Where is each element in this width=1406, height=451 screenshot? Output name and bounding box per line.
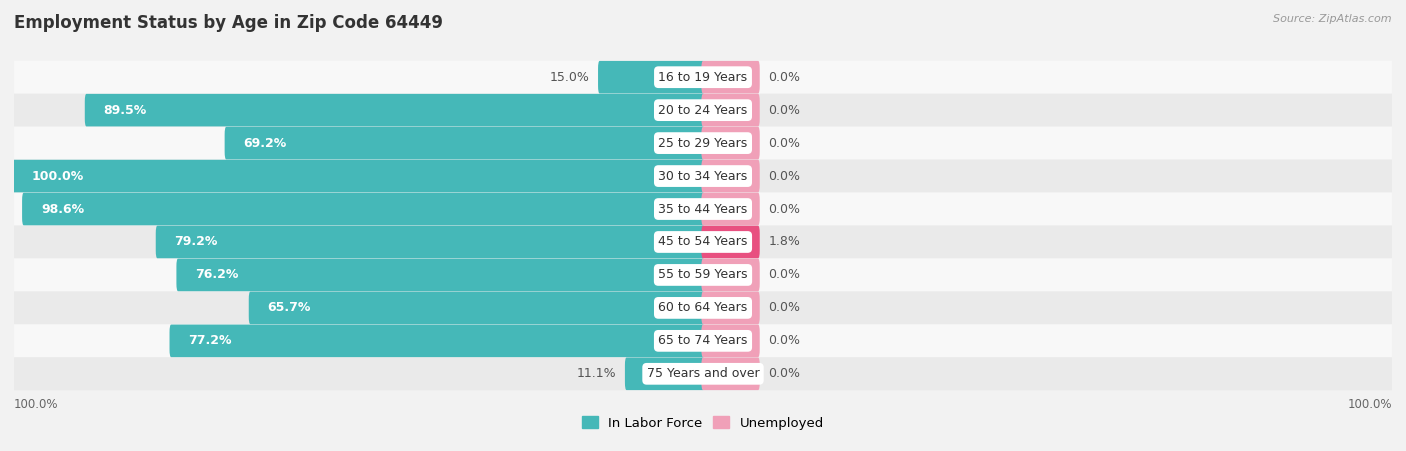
FancyBboxPatch shape [702, 292, 759, 324]
Text: Source: ZipAtlas.com: Source: ZipAtlas.com [1274, 14, 1392, 23]
Text: 35 to 44 Years: 35 to 44 Years [658, 202, 748, 216]
Text: 55 to 59 Years: 55 to 59 Years [658, 268, 748, 281]
FancyBboxPatch shape [14, 357, 1392, 390]
FancyBboxPatch shape [13, 160, 704, 192]
Text: 65 to 74 Years: 65 to 74 Years [658, 334, 748, 347]
FancyBboxPatch shape [14, 94, 1392, 127]
FancyBboxPatch shape [170, 325, 704, 357]
FancyBboxPatch shape [702, 358, 759, 390]
FancyBboxPatch shape [702, 61, 759, 93]
Text: 100.0%: 100.0% [1347, 397, 1392, 410]
Text: 75 Years and over: 75 Years and over [647, 367, 759, 380]
Text: 60 to 64 Years: 60 to 64 Years [658, 301, 748, 314]
Text: 25 to 29 Years: 25 to 29 Years [658, 137, 748, 150]
FancyBboxPatch shape [702, 226, 759, 258]
FancyBboxPatch shape [702, 259, 759, 291]
FancyBboxPatch shape [84, 94, 704, 126]
FancyBboxPatch shape [225, 127, 704, 159]
FancyBboxPatch shape [14, 291, 1392, 324]
FancyBboxPatch shape [156, 226, 704, 258]
Text: 89.5%: 89.5% [104, 104, 146, 117]
Text: Employment Status by Age in Zip Code 64449: Employment Status by Age in Zip Code 644… [14, 14, 443, 32]
Text: 0.0%: 0.0% [769, 202, 800, 216]
FancyBboxPatch shape [14, 160, 1392, 193]
Text: 45 to 54 Years: 45 to 54 Years [658, 235, 748, 249]
Text: 16 to 19 Years: 16 to 19 Years [658, 71, 748, 84]
FancyBboxPatch shape [702, 127, 759, 159]
FancyBboxPatch shape [14, 324, 1392, 357]
Text: 0.0%: 0.0% [769, 301, 800, 314]
Text: 100.0%: 100.0% [31, 170, 83, 183]
FancyBboxPatch shape [14, 193, 1392, 226]
Text: 77.2%: 77.2% [188, 334, 232, 347]
Text: 0.0%: 0.0% [769, 104, 800, 117]
FancyBboxPatch shape [176, 259, 704, 291]
FancyBboxPatch shape [702, 94, 759, 126]
FancyBboxPatch shape [249, 292, 704, 324]
Text: 0.0%: 0.0% [769, 334, 800, 347]
FancyBboxPatch shape [14, 226, 1392, 258]
FancyBboxPatch shape [624, 358, 704, 390]
Text: 20 to 24 Years: 20 to 24 Years [658, 104, 748, 117]
Text: 100.0%: 100.0% [14, 397, 59, 410]
FancyBboxPatch shape [702, 160, 759, 192]
FancyBboxPatch shape [702, 193, 759, 226]
Text: 65.7%: 65.7% [267, 301, 311, 314]
FancyBboxPatch shape [22, 193, 704, 226]
Text: 76.2%: 76.2% [195, 268, 239, 281]
FancyBboxPatch shape [14, 61, 1392, 94]
Text: 11.1%: 11.1% [576, 367, 616, 380]
Text: 0.0%: 0.0% [769, 137, 800, 150]
FancyBboxPatch shape [14, 127, 1392, 160]
Text: 15.0%: 15.0% [550, 71, 589, 84]
FancyBboxPatch shape [598, 61, 704, 93]
FancyBboxPatch shape [14, 258, 1392, 291]
Text: 0.0%: 0.0% [769, 268, 800, 281]
Text: 0.0%: 0.0% [769, 367, 800, 380]
Text: 79.2%: 79.2% [174, 235, 218, 249]
Text: 0.0%: 0.0% [769, 71, 800, 84]
Text: 0.0%: 0.0% [769, 170, 800, 183]
Text: 98.6%: 98.6% [41, 202, 84, 216]
Legend: In Labor Force, Unemployed: In Labor Force, Unemployed [576, 411, 830, 435]
Text: 69.2%: 69.2% [243, 137, 287, 150]
FancyBboxPatch shape [702, 325, 759, 357]
Text: 1.8%: 1.8% [769, 235, 800, 249]
Text: 30 to 34 Years: 30 to 34 Years [658, 170, 748, 183]
